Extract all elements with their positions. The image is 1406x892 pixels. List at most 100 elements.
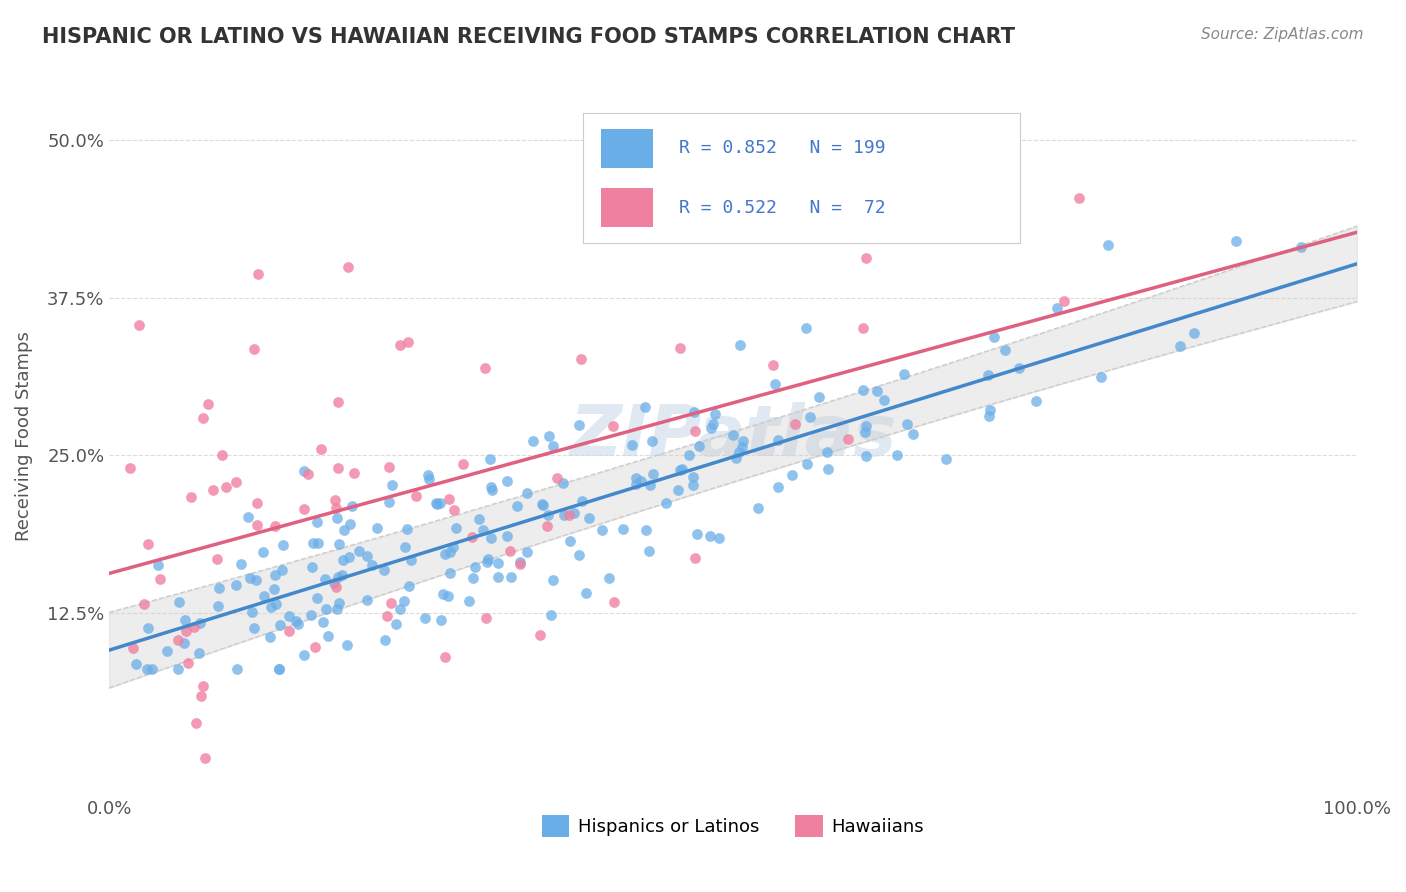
Point — [873, 392, 896, 407]
Y-axis label: Receiving Food Stamps: Receiving Food Stamps — [15, 332, 32, 541]
Point — [197, 397, 219, 411]
Point — [337, 549, 360, 564]
Point — [325, 580, 347, 594]
Point — [704, 407, 727, 421]
Point — [731, 434, 754, 448]
Point — [799, 409, 821, 424]
Point — [413, 611, 436, 625]
Point — [439, 545, 461, 559]
Point — [546, 471, 568, 485]
Point — [852, 320, 875, 334]
Point — [486, 570, 509, 584]
Point — [287, 617, 309, 632]
Point — [506, 499, 529, 513]
Point — [211, 448, 233, 462]
Point — [558, 508, 581, 523]
Point — [641, 467, 664, 482]
Point — [529, 628, 551, 642]
Point — [477, 555, 499, 569]
Point — [728, 338, 751, 352]
Point — [156, 644, 179, 658]
Point — [326, 511, 349, 525]
Point — [780, 467, 803, 482]
Point — [253, 589, 276, 603]
Point — [853, 425, 876, 440]
Point — [655, 496, 678, 510]
Point — [541, 440, 564, 454]
Point — [837, 432, 859, 446]
Point — [190, 689, 212, 703]
Point — [193, 679, 215, 693]
Legend: Hispanics or Latinos, Hawaiians: Hispanics or Latinos, Hawaiians — [534, 807, 931, 844]
Point — [396, 522, 419, 536]
Point — [796, 457, 818, 471]
Point — [685, 550, 707, 565]
Point — [339, 517, 361, 532]
Point — [136, 662, 159, 676]
Point — [551, 476, 574, 491]
Point — [886, 449, 908, 463]
Point — [683, 425, 706, 439]
Point — [768, 480, 790, 494]
Point — [215, 480, 238, 494]
Point — [747, 500, 769, 515]
Point — [277, 608, 299, 623]
Point — [246, 517, 269, 532]
Point — [638, 478, 661, 492]
Point — [1008, 361, 1031, 376]
Point — [396, 334, 419, 349]
Point — [243, 621, 266, 635]
Text: Source: ZipAtlas.com: Source: ZipAtlas.com — [1201, 27, 1364, 42]
Text: ZIPatlas: ZIPatlas — [569, 402, 897, 471]
Point — [1182, 326, 1205, 340]
Point — [416, 467, 439, 482]
Point — [173, 636, 195, 650]
Point — [464, 559, 486, 574]
Point — [136, 621, 159, 635]
Point — [315, 601, 337, 615]
Point — [641, 434, 664, 448]
Point — [132, 598, 155, 612]
Point — [304, 640, 326, 654]
Point — [439, 566, 461, 580]
Point — [727, 444, 749, 458]
Point — [301, 560, 323, 574]
Point — [273, 538, 295, 552]
Point — [609, 192, 631, 206]
Point — [441, 540, 464, 554]
Point — [225, 662, 247, 676]
Point — [602, 419, 624, 434]
Point — [332, 552, 354, 566]
Point — [252, 545, 274, 559]
Point — [678, 448, 700, 462]
Point — [568, 417, 591, 432]
Point — [136, 537, 159, 551]
Point — [444, 521, 467, 535]
Point — [305, 591, 328, 605]
Point — [994, 343, 1017, 358]
Point — [1090, 369, 1112, 384]
Point — [166, 662, 188, 676]
Point — [977, 409, 1000, 423]
Point — [723, 428, 745, 442]
Point — [578, 511, 600, 525]
Point — [375, 609, 398, 624]
Point — [405, 489, 427, 503]
Point — [468, 512, 491, 526]
Point — [638, 544, 661, 558]
Point — [360, 558, 382, 572]
Point — [378, 460, 401, 475]
Point — [336, 638, 359, 652]
Point — [815, 445, 838, 459]
Point — [229, 557, 252, 571]
Point — [486, 557, 509, 571]
Point — [312, 615, 335, 629]
Point — [531, 498, 554, 512]
Point — [308, 536, 330, 550]
Point — [330, 567, 353, 582]
Point — [260, 600, 283, 615]
Point — [349, 543, 371, 558]
Point — [392, 594, 415, 608]
Point — [567, 549, 589, 563]
Point — [1225, 234, 1247, 248]
